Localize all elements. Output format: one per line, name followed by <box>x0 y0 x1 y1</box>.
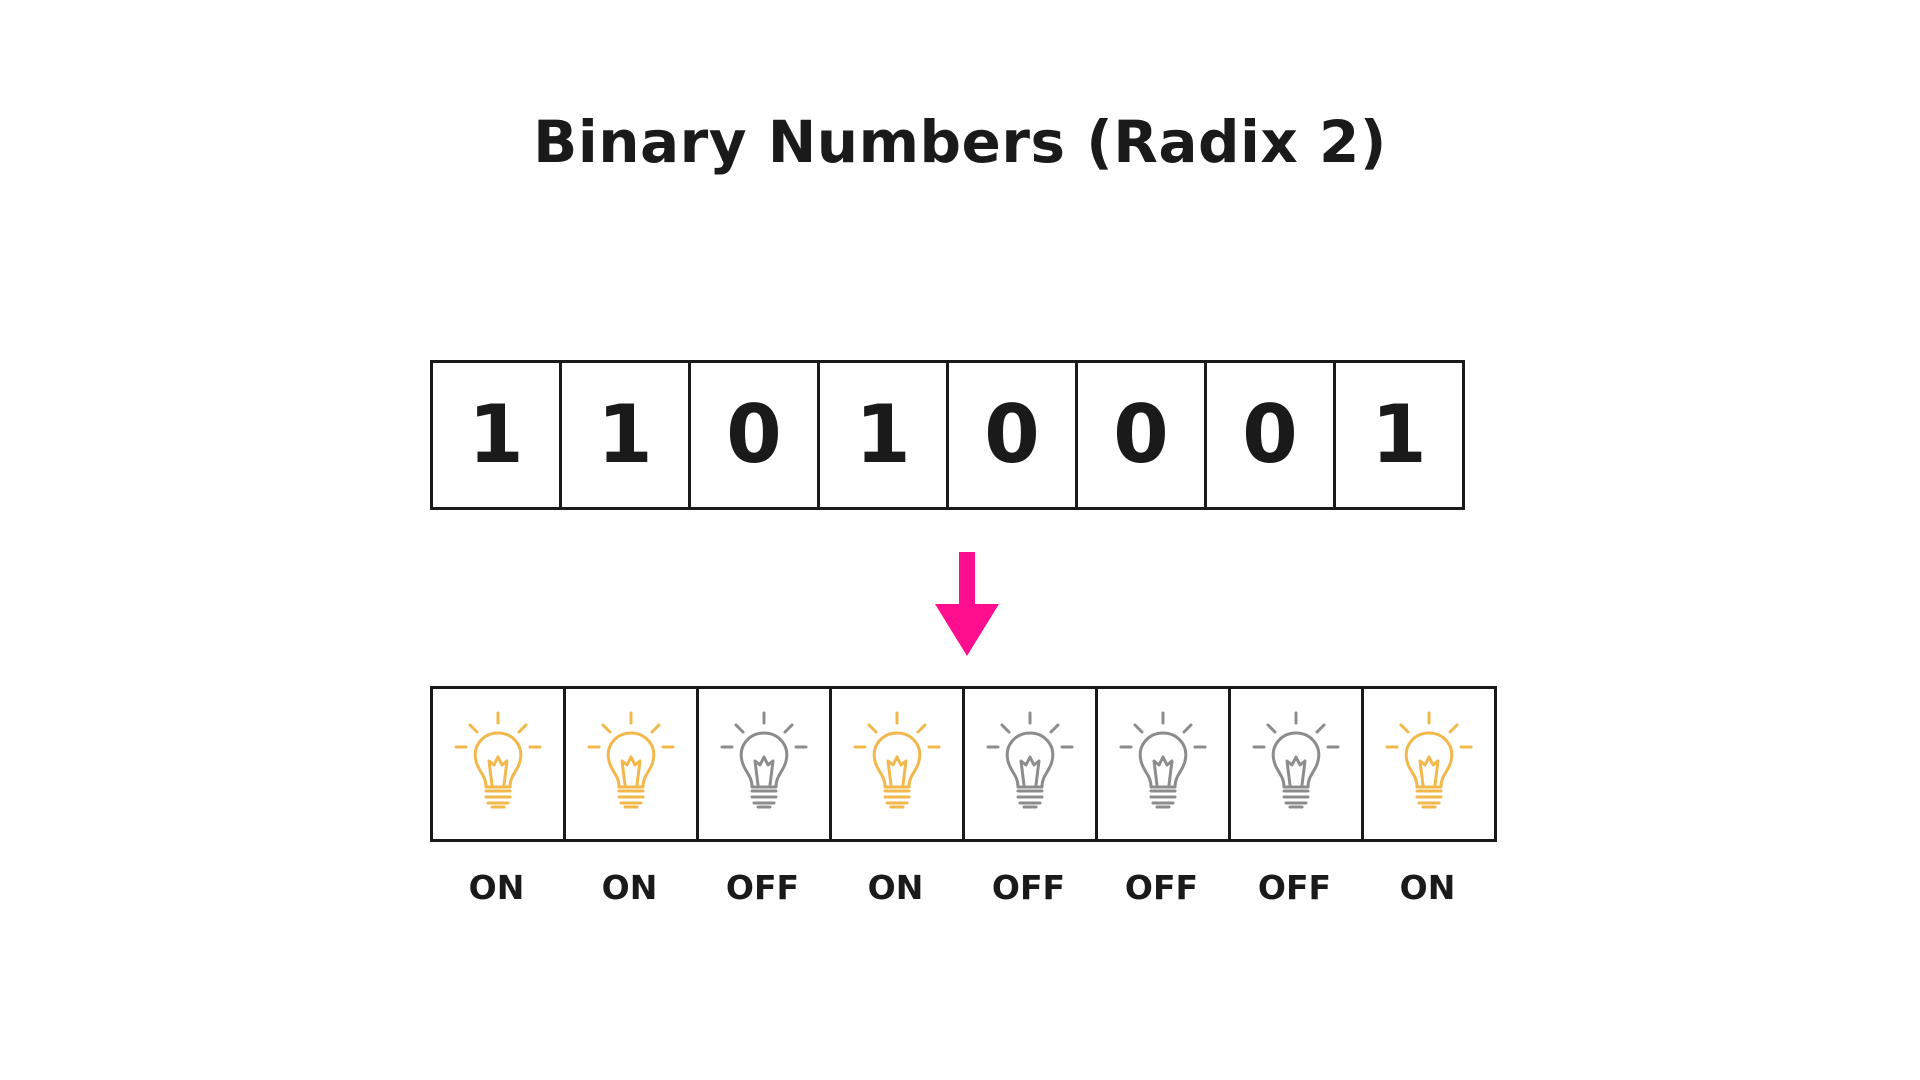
light-bulb-icon <box>986 711 1074 809</box>
bulb-cell <box>430 686 566 842</box>
state-label: OFF <box>1257 868 1332 907</box>
page-title: Binary Numbers (Radix 2) <box>533 108 1387 176</box>
binary-digit: 1 <box>468 388 524 481</box>
state-label: OFF <box>725 868 800 907</box>
light-bulb-icon <box>853 711 941 809</box>
bulb-cell <box>962 686 1098 842</box>
digit-cell: 1 <box>1333 360 1465 510</box>
state-label: ON <box>867 868 924 907</box>
binary-digit: 0 <box>726 388 782 481</box>
bulb-cell <box>563 686 699 842</box>
state-label-row: ON ON OFF ON OFF OFF OFF ON <box>430 868 1494 907</box>
light-bulb-icon <box>1119 711 1207 809</box>
digit-cell: 0 <box>688 360 820 510</box>
down-arrow-icon <box>935 552 999 656</box>
state-label: ON <box>1399 868 1456 907</box>
light-bulb-icon <box>1252 711 1340 809</box>
binary-digit: 1 <box>1371 388 1427 481</box>
bulb-cell <box>1361 686 1497 842</box>
digit-cell: 1 <box>559 360 691 510</box>
digit-cell: 1 <box>817 360 949 510</box>
light-bulb-icon <box>720 711 808 809</box>
binary-digit: 1 <box>597 388 653 481</box>
light-bulb-icon <box>587 711 675 809</box>
binary-digit: 0 <box>984 388 1040 481</box>
bulb-cell <box>696 686 832 842</box>
state-label: ON <box>468 868 525 907</box>
state-label: OFF <box>991 868 1066 907</box>
light-bulb-row <box>430 686 1497 842</box>
digit-cell: 0 <box>1204 360 1336 510</box>
bulb-cell <box>1095 686 1231 842</box>
digit-cell: 0 <box>1075 360 1207 510</box>
binary-digit: 1 <box>855 388 911 481</box>
state-label: ON <box>601 868 658 907</box>
light-bulb-icon <box>1385 711 1473 809</box>
bulb-cell <box>829 686 965 842</box>
digit-cell: 1 <box>430 360 562 510</box>
bulb-cell <box>1228 686 1364 842</box>
binary-digit: 0 <box>1113 388 1169 481</box>
light-bulb-icon <box>454 711 542 809</box>
state-label: OFF <box>1124 868 1199 907</box>
digit-cell: 0 <box>946 360 1078 510</box>
binary-digit: 0 <box>1242 388 1298 481</box>
